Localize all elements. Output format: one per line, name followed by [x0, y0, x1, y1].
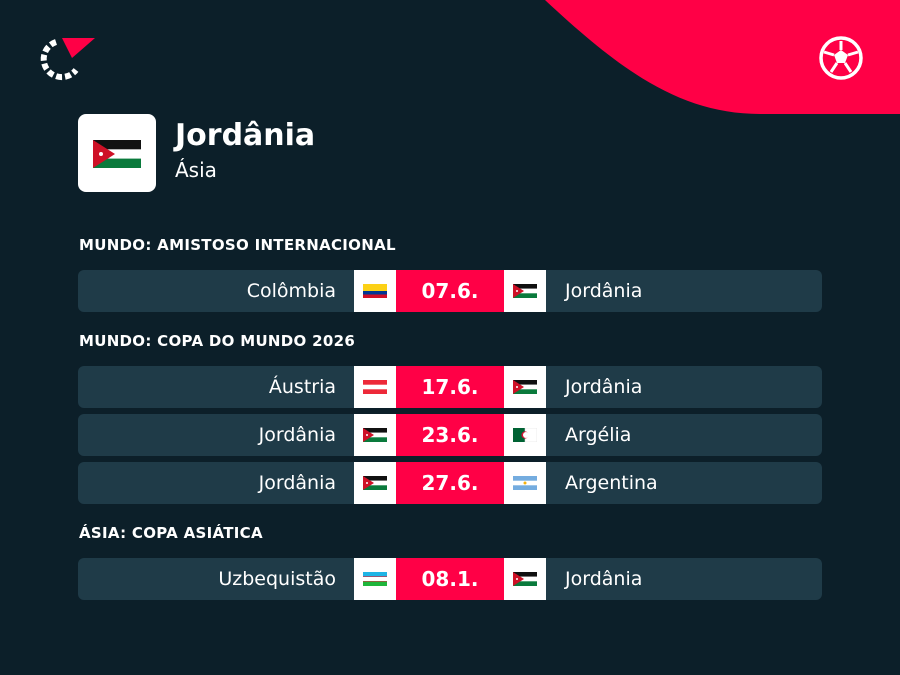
away-team: Jordânia — [565, 568, 643, 590]
section-title: MUNDO: AMISTOSO INTERNACIONAL — [79, 236, 396, 254]
away-flag-box — [504, 414, 546, 456]
match-row: Colômbia 07.6. Jordânia — [78, 270, 822, 312]
flag — [363, 380, 387, 394]
flag — [513, 284, 537, 298]
home-team: Uzbequistão — [218, 568, 336, 590]
logo — [40, 39, 79, 81]
home-flag-box — [354, 270, 396, 312]
match-row: Jordânia 23.6. Argélia — [78, 414, 822, 456]
home-team: Colômbia — [246, 280, 336, 302]
team-flag — [93, 140, 141, 168]
away-flag-box — [504, 270, 546, 312]
away-flag-box — [504, 462, 546, 504]
home-flag-box — [354, 366, 396, 408]
match-date: 27.6. — [396, 462, 504, 504]
team-region: Ásia — [175, 158, 217, 182]
flag — [513, 428, 537, 442]
home-team: Jordânia — [258, 472, 336, 494]
away-flag-box — [504, 558, 546, 600]
flag — [363, 284, 387, 298]
away-team: Jordânia — [565, 376, 643, 398]
section-title: ÁSIA: COPA ASIÁTICA — [79, 524, 263, 542]
flag — [513, 380, 537, 394]
away-team: Argentina — [565, 472, 658, 494]
match-row: Áustria 17.6. Jordânia — [78, 366, 822, 408]
corner-shape — [545, 0, 900, 114]
home-team: Jordânia — [258, 424, 336, 446]
home-flag-box — [354, 558, 396, 600]
flag — [513, 572, 537, 586]
match-date: 17.6. — [396, 366, 504, 408]
flag — [363, 428, 387, 442]
football-icon — [819, 36, 863, 80]
away-team: Argélia — [565, 424, 632, 446]
flag — [513, 476, 537, 490]
match-date: 08.1. — [396, 558, 504, 600]
away-team: Jordânia — [565, 280, 643, 302]
match-date: 07.6. — [396, 270, 504, 312]
flag — [363, 572, 387, 586]
home-team: Áustria — [268, 376, 336, 398]
section-title: MUNDO: COPA DO MUNDO 2026 — [79, 332, 356, 350]
team-name: Jordânia — [175, 118, 316, 153]
home-flag-box — [354, 414, 396, 456]
logo-accent — [62, 38, 95, 58]
match-row: Uzbequistão 08.1. Jordânia — [78, 558, 822, 600]
match-date: 23.6. — [396, 414, 504, 456]
match-row: Jordânia 27.6. Argentina — [78, 462, 822, 504]
home-flag-box — [354, 462, 396, 504]
flag — [363, 476, 387, 490]
away-flag-box — [504, 366, 546, 408]
